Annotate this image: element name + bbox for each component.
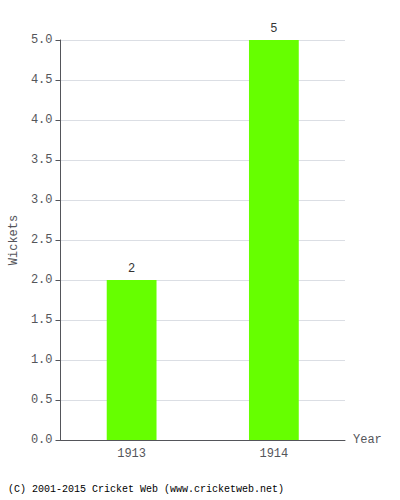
svg-text:0.5: 0.5 <box>31 393 53 407</box>
svg-text:2.5: 2.5 <box>31 233 53 247</box>
svg-text:5: 5 <box>270 22 277 36</box>
svg-text:1.5: 1.5 <box>31 313 53 327</box>
svg-text:1.0: 1.0 <box>31 353 53 367</box>
svg-text:Year: Year <box>353 433 382 447</box>
svg-text:2.0: 2.0 <box>31 273 53 287</box>
svg-text:Wickets: Wickets <box>7 215 21 265</box>
svg-text:4.5: 4.5 <box>31 73 53 87</box>
svg-text:(C) 2001-2015 Cricket Web (www: (C) 2001-2015 Cricket Web (www.cricketwe… <box>8 484 284 495</box>
svg-text:4.0: 4.0 <box>31 113 53 127</box>
svg-text:1914: 1914 <box>259 447 288 461</box>
svg-text:0.0: 0.0 <box>31 433 53 447</box>
svg-text:3.5: 3.5 <box>31 153 53 167</box>
svg-text:5.0: 5.0 <box>31 33 53 47</box>
svg-text:3.0: 3.0 <box>31 193 53 207</box>
svg-text:2: 2 <box>128 262 135 276</box>
svg-text:1913: 1913 <box>117 447 146 461</box>
